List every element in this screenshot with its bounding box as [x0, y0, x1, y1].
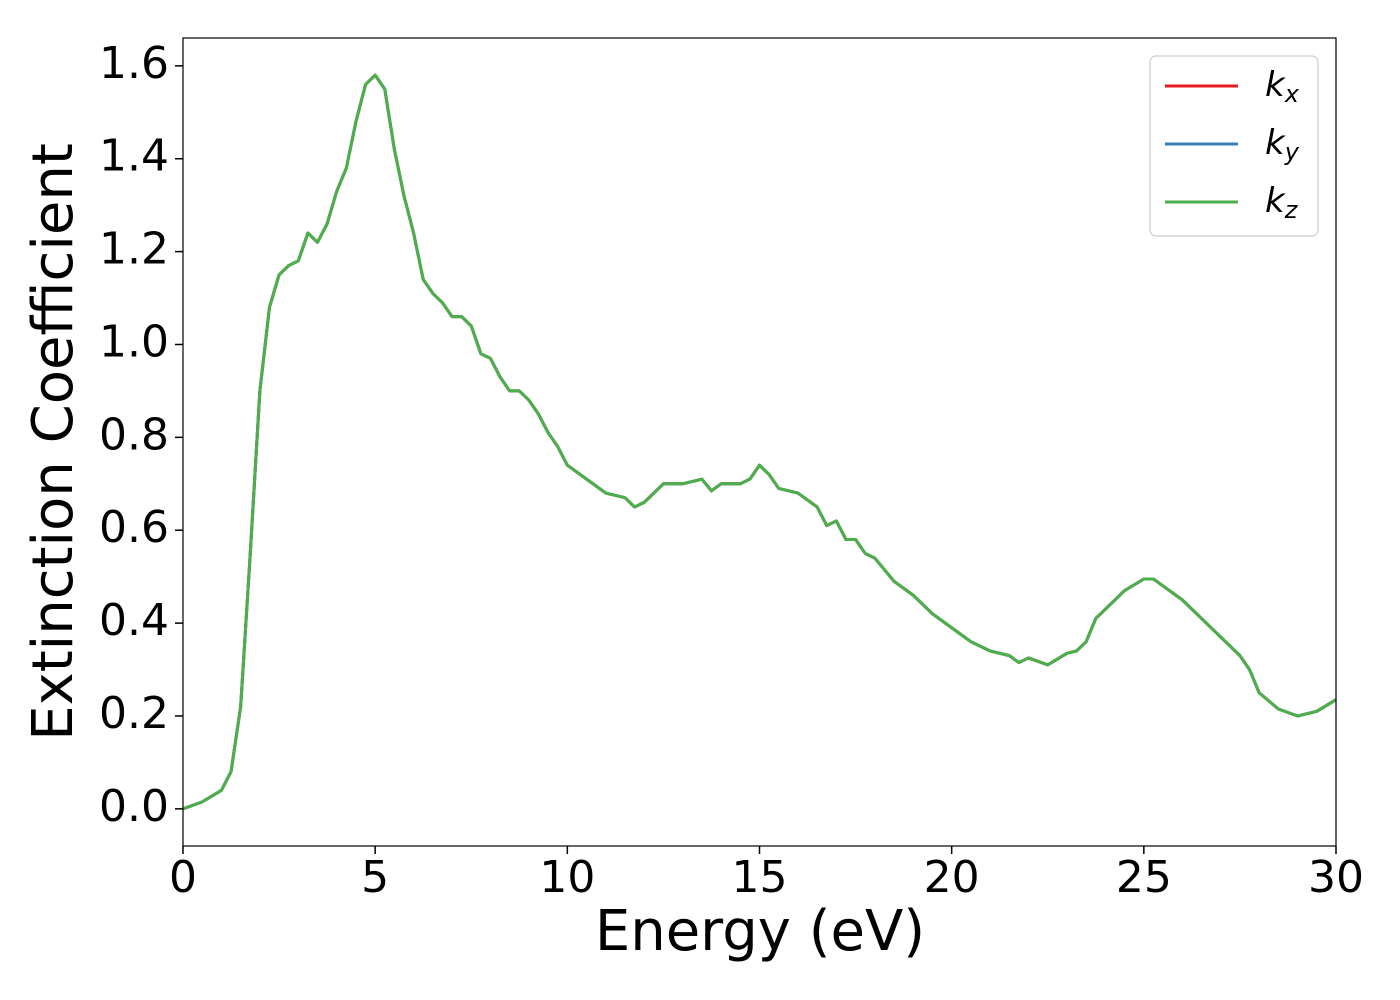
y-tick-label: 1.4 — [99, 131, 169, 182]
plot-frame — [182, 37, 1337, 847]
x-tick-label: 15 — [732, 852, 788, 903]
x-tick-label: 5 — [361, 852, 389, 903]
legend-box — [1149, 55, 1319, 237]
y-tick-label: 0.6 — [99, 502, 169, 553]
x-tick-label: 30 — [1308, 852, 1364, 903]
y-tick-label: 1.2 — [99, 224, 169, 275]
legend-label: kz — [1265, 181, 1299, 225]
x-tick-label: 20 — [924, 852, 980, 903]
y-tick-label: 1.6 — [99, 38, 169, 89]
y-tick-label: 0.0 — [99, 781, 169, 832]
x-tick-label: 0 — [169, 852, 197, 903]
y-tick-label: 0.4 — [99, 595, 169, 646]
x-tick-label: 25 — [1116, 852, 1172, 903]
y-tick-label: 0.2 — [99, 688, 169, 739]
x-tick-label: 10 — [539, 852, 595, 903]
y-tick-label: 0.8 — [99, 409, 169, 460]
y-axis-label: Extinction Coefficient — [21, 143, 86, 741]
legend-label: kx — [1265, 65, 1300, 109]
y-tick-label: 1.0 — [99, 316, 169, 367]
x-axis-label: Energy (eV) — [595, 899, 925, 964]
series-line — [183, 73, 1336, 811]
legend-label: ky — [1265, 123, 1300, 167]
